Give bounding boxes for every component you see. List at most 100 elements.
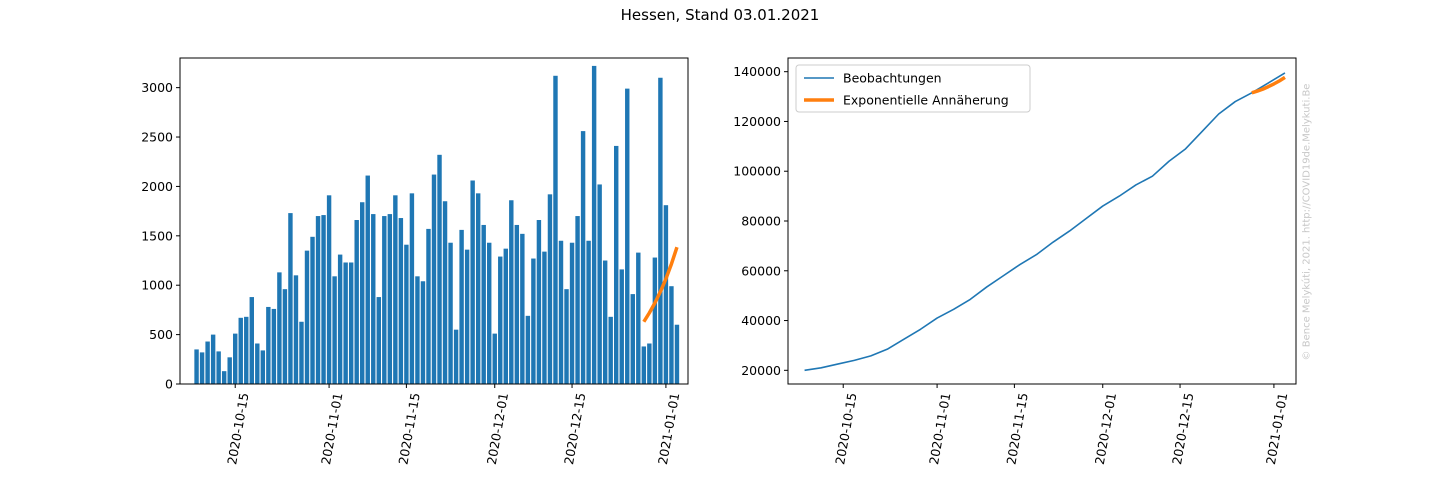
bar (575, 216, 580, 384)
bar (525, 315, 531, 384)
bar (420, 281, 426, 384)
y-tick-label: 100000 (733, 164, 781, 179)
bar (641, 346, 647, 384)
bar (608, 316, 613, 384)
bar (492, 333, 497, 384)
bar (536, 220, 542, 384)
bar (266, 306, 271, 384)
x-tick-label: 2020-12-01 (1092, 392, 1119, 466)
bar (415, 276, 420, 384)
bar (464, 249, 470, 384)
y-tick-label: 140000 (733, 64, 781, 79)
bar (199, 352, 205, 384)
bar (442, 201, 448, 384)
figure-title: Hessen, Stand 03.01.2021 (620, 6, 820, 24)
bar (475, 193, 481, 384)
bar (531, 258, 536, 384)
bar (387, 214, 393, 384)
bar (210, 334, 216, 384)
bar (205, 341, 210, 384)
y-tick-label: 120000 (733, 114, 781, 129)
bar (288, 213, 293, 384)
bar (360, 202, 365, 384)
bar (310, 236, 315, 384)
bar (282, 289, 288, 384)
bar (509, 200, 514, 384)
y-tick-label: 0 (165, 377, 173, 392)
x-tick-label: 2020-12-15 (561, 392, 588, 466)
bar (647, 343, 652, 384)
y-tick-label: 60000 (741, 263, 781, 278)
bar (337, 254, 343, 384)
bar (315, 216, 321, 384)
bar (431, 174, 437, 384)
bar (376, 297, 381, 384)
bar (658, 77, 663, 385)
x-tick-label: 2021-01-01 (1263, 392, 1290, 466)
x-tick-label: 2020-11-15 (1003, 392, 1030, 466)
x-tick-label: 2020-12-01 (484, 392, 511, 466)
bar (553, 75, 558, 385)
y-tick-label: 1000 (141, 278, 173, 293)
y-tick-label: 2000 (141, 179, 173, 194)
bar (409, 193, 415, 384)
legend-box (795, 64, 1031, 113)
bar (271, 308, 277, 384)
bar (348, 262, 354, 384)
y-tick-label: 20000 (741, 363, 781, 378)
bar (304, 250, 310, 384)
bar (393, 195, 398, 384)
panel-1 (194, 65, 680, 385)
bar (216, 351, 221, 384)
bar (255, 343, 260, 384)
bar (448, 242, 453, 384)
bar (614, 145, 619, 384)
axes-frame (179, 57, 689, 385)
bar (238, 317, 243, 384)
legend-label: Exponentielle Annäherung (843, 93, 1009, 108)
bar (398, 218, 404, 384)
bar (233, 333, 238, 384)
x-tick-label: 2020-12-15 (1169, 392, 1196, 466)
bar (371, 214, 376, 384)
bar (625, 88, 630, 385)
bar (244, 316, 249, 384)
bar (674, 324, 680, 384)
bar (542, 251, 547, 384)
bar (332, 276, 337, 384)
legend-label: Beobachtungen (843, 71, 942, 86)
bar (514, 224, 520, 384)
bar (354, 220, 359, 384)
bar (597, 184, 602, 384)
bar (652, 257, 658, 384)
bar (249, 297, 254, 384)
y-tick-label: 1500 (141, 228, 173, 243)
x-tick-label: 2020-10-15 (832, 392, 859, 466)
x-tick-label: 2020-11-01 (926, 392, 953, 466)
bar (194, 349, 199, 384)
bar (487, 242, 492, 384)
bar (569, 242, 575, 384)
x-tick-label: 2020-11-01 (318, 392, 345, 466)
bar (520, 233, 525, 384)
bar (547, 194, 553, 384)
bar (260, 350, 266, 384)
y-tick-label: 500 (149, 327, 173, 342)
bar (498, 256, 503, 384)
y-tick-label: 3000 (141, 80, 173, 95)
bar (293, 275, 299, 384)
bar (481, 224, 486, 384)
bar (580, 131, 586, 384)
credit-text: © Bence Melykúti, 2021. http://COVID19de… (1301, 83, 1313, 361)
bar (277, 272, 282, 384)
bar (669, 286, 674, 384)
bar (382, 216, 387, 384)
y-tick-label: 40000 (741, 313, 781, 328)
x-tick-label: 2021-01-01 (655, 392, 682, 466)
bar (630, 294, 635, 384)
bar (299, 321, 304, 384)
bar (321, 215, 326, 384)
x-tick-label: 2020-11-15 (395, 392, 422, 466)
bar (404, 244, 409, 384)
bar (343, 262, 348, 384)
